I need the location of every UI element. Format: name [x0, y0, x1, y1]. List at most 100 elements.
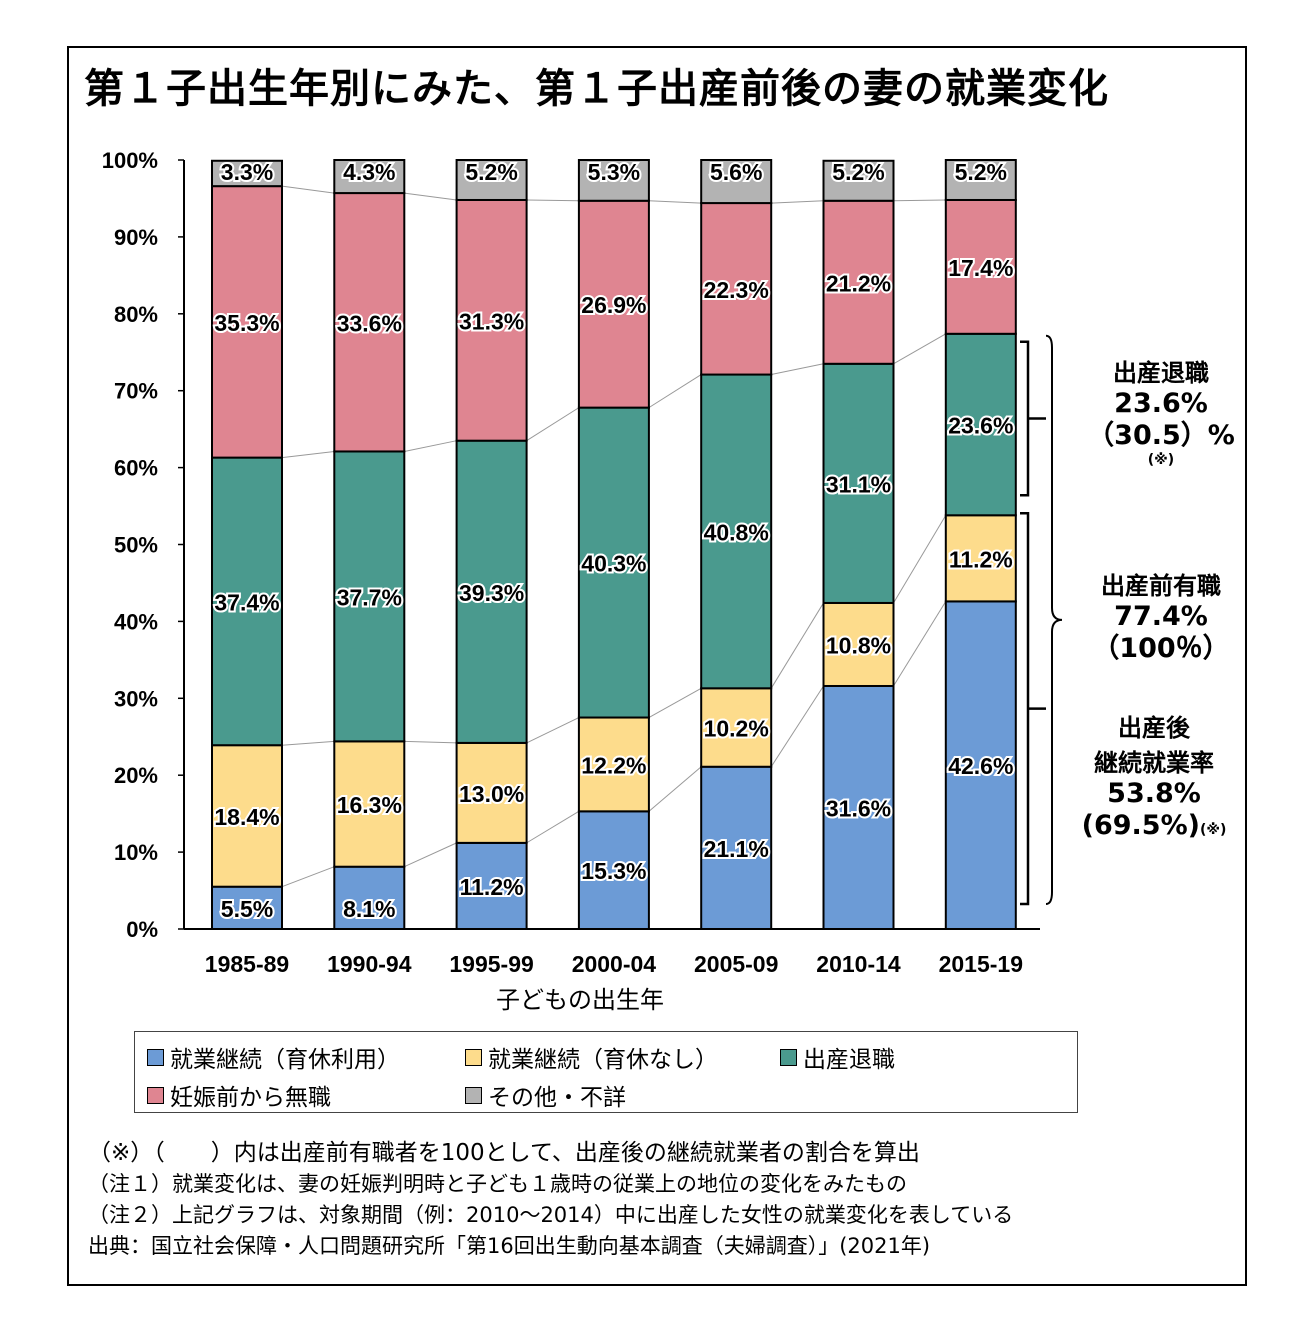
- bar-segment: [700, 373, 773, 690]
- annotation-value: 23.6%: [1114, 388, 1208, 419]
- data-label: 21.2%: [826, 270, 891, 296]
- annotation-label: 継続就業率: [1094, 749, 1214, 777]
- bar-segment: [333, 192, 406, 453]
- data-label: 15.3%: [581, 858, 646, 884]
- bar-segment: [577, 159, 650, 202]
- data-label: 18.4%: [214, 804, 279, 830]
- legend-label: 出産退職: [803, 1047, 895, 1073]
- connector-line: [281, 866, 335, 888]
- x-tick-label: 2005-09: [694, 951, 778, 977]
- footnote: （注１）就業変化は、妻の妊娠判明時と子ども１歳時の従業上の地位の変化をみたもの: [88, 1172, 907, 1196]
- annotation-note: (※): [1199, 822, 1227, 838]
- data-label: 37.7%: [337, 584, 402, 610]
- data-label: 35.3%: [214, 310, 279, 336]
- bar-segment: [700, 159, 773, 205]
- connector-line: [771, 363, 824, 376]
- legend-label: 就業継続（育休利用）: [170, 1047, 400, 1073]
- footnote: （※）（ ）内は出産前有職者を100として、出産後の継続就業者の割合を算出: [88, 1140, 920, 1166]
- annotation-value: 53.8%: [1107, 778, 1201, 809]
- legend-swatch: [465, 1048, 482, 1066]
- bar-segment: [455, 198, 528, 442]
- bar-segment: [822, 159, 895, 202]
- data-label: 26.9%: [581, 292, 646, 318]
- connector-line: [526, 717, 580, 744]
- legend: 就業継続（育休利用） 就業継続（育休なし） 出産退職 妊娠前から無職 その他・不…: [134, 1031, 1078, 1113]
- data-label: 31.1%: [826, 471, 891, 497]
- bar-segment: [211, 159, 283, 188]
- bar-segment: [822, 684, 895, 930]
- legend-swatch: [147, 1086, 164, 1104]
- bar-segment: [944, 159, 1017, 201]
- y-tick-label: 100%: [102, 148, 158, 173]
- connector-line: [893, 601, 947, 687]
- y-tick-label: 60%: [114, 456, 158, 481]
- legend-item-resign: 出産退職: [780, 1040, 895, 1074]
- source-note: 出典：国立社会保障・人口問題研究所「第16回出生動向基本調査（夫婦調査）」(20…: [88, 1234, 931, 1258]
- legend-item-mushoku: 妊娠前から無職: [147, 1078, 331, 1112]
- connector-line: [770, 602, 824, 689]
- annotation-label: 出産退職: [1113, 359, 1209, 387]
- y-tick-label: 30%: [114, 686, 158, 711]
- connector-line: [770, 685, 824, 768]
- bar-segment: [211, 185, 283, 459]
- connector-line: [893, 333, 947, 365]
- bar-segment: [822, 362, 895, 604]
- annotation-label: 出産前有職: [1101, 572, 1221, 600]
- y-tick-label: 70%: [114, 379, 158, 404]
- annotation-continue: 出産後 継続就業率 53.8% (69.5%)(※): [1064, 708, 1244, 846]
- data-label: 16.3%: [337, 792, 402, 818]
- annotation-note: (※): [1147, 452, 1175, 468]
- y-tick-label: 0%: [126, 917, 158, 942]
- annotation-resign: 出産退職 23.6% （30.5）% (※): [1086, 353, 1236, 468]
- data-label: 8.1%: [343, 896, 395, 922]
- bar-segment: [822, 601, 895, 687]
- data-label: 22.3%: [704, 277, 769, 303]
- chart-frame: [67, 46, 1247, 1286]
- data-label: 11.2%: [949, 546, 1013, 572]
- connector-line: [893, 199, 946, 202]
- data-label: 5.3%: [588, 159, 640, 185]
- annotation-alt-value: （100％）: [1092, 633, 1230, 664]
- bar-segment: [577, 406, 650, 719]
- annotation-alt-value: (69.5%): [1081, 810, 1200, 841]
- data-label: 23.6%: [948, 413, 1013, 439]
- data-label: 5.2%: [832, 159, 884, 185]
- data-label: 13.0%: [459, 781, 524, 807]
- bracket-continue: [1020, 512, 1046, 906]
- bar-segment: [455, 159, 528, 201]
- x-tick-label: 2010-14: [816, 951, 901, 977]
- footnote: （注２）上記グラフは、対象期間（例：2010～2014）中に出産した女性の就業変…: [88, 1203, 1014, 1227]
- legend-swatch: [780, 1048, 797, 1066]
- bar-segment: [333, 159, 406, 195]
- legend-swatch: [465, 1086, 482, 1104]
- connector-line: [648, 374, 702, 409]
- annotation-value: 77.4%: [1114, 601, 1208, 632]
- legend-label: 妊娠前から無職: [170, 1085, 331, 1111]
- y-tick-label: 50%: [114, 533, 158, 558]
- data-label: 39.3%: [459, 580, 524, 606]
- connector-line: [404, 440, 457, 452]
- legend-item-other: その他・不詳: [465, 1078, 626, 1112]
- legend-item-ikukyu: 就業継続（育休利用）: [147, 1040, 400, 1074]
- y-tick-label: 10%: [114, 840, 158, 865]
- bar-segment: [455, 841, 528, 931]
- x-tick-label: 1990-94: [327, 951, 412, 977]
- bar-segment: [944, 198, 1017, 335]
- data-label: 17.4%: [948, 255, 1013, 281]
- data-label: 21.1%: [704, 836, 769, 862]
- connector-line: [281, 450, 335, 459]
- legend-swatch: [147, 1048, 164, 1066]
- bar-segment: [944, 332, 1017, 517]
- bracket-resign: [1020, 340, 1046, 497]
- connector-line: [648, 766, 702, 812]
- bar-segment: [333, 450, 406, 743]
- connector-line: [281, 740, 335, 746]
- connector-line: [526, 810, 580, 844]
- brace-prebirth: [1045, 334, 1063, 905]
- annotation-alt-value: （30.5）%: [1087, 420, 1235, 451]
- data-label: 42.6%: [948, 753, 1013, 779]
- y-tick-label: 20%: [114, 763, 158, 788]
- footnotes: （※）（ ）内は出産前有職者を100として、出産後の継続就業者の割合を算出 （注…: [88, 1138, 1013, 1262]
- connector-line: [526, 199, 579, 202]
- bar-segment: [822, 199, 895, 365]
